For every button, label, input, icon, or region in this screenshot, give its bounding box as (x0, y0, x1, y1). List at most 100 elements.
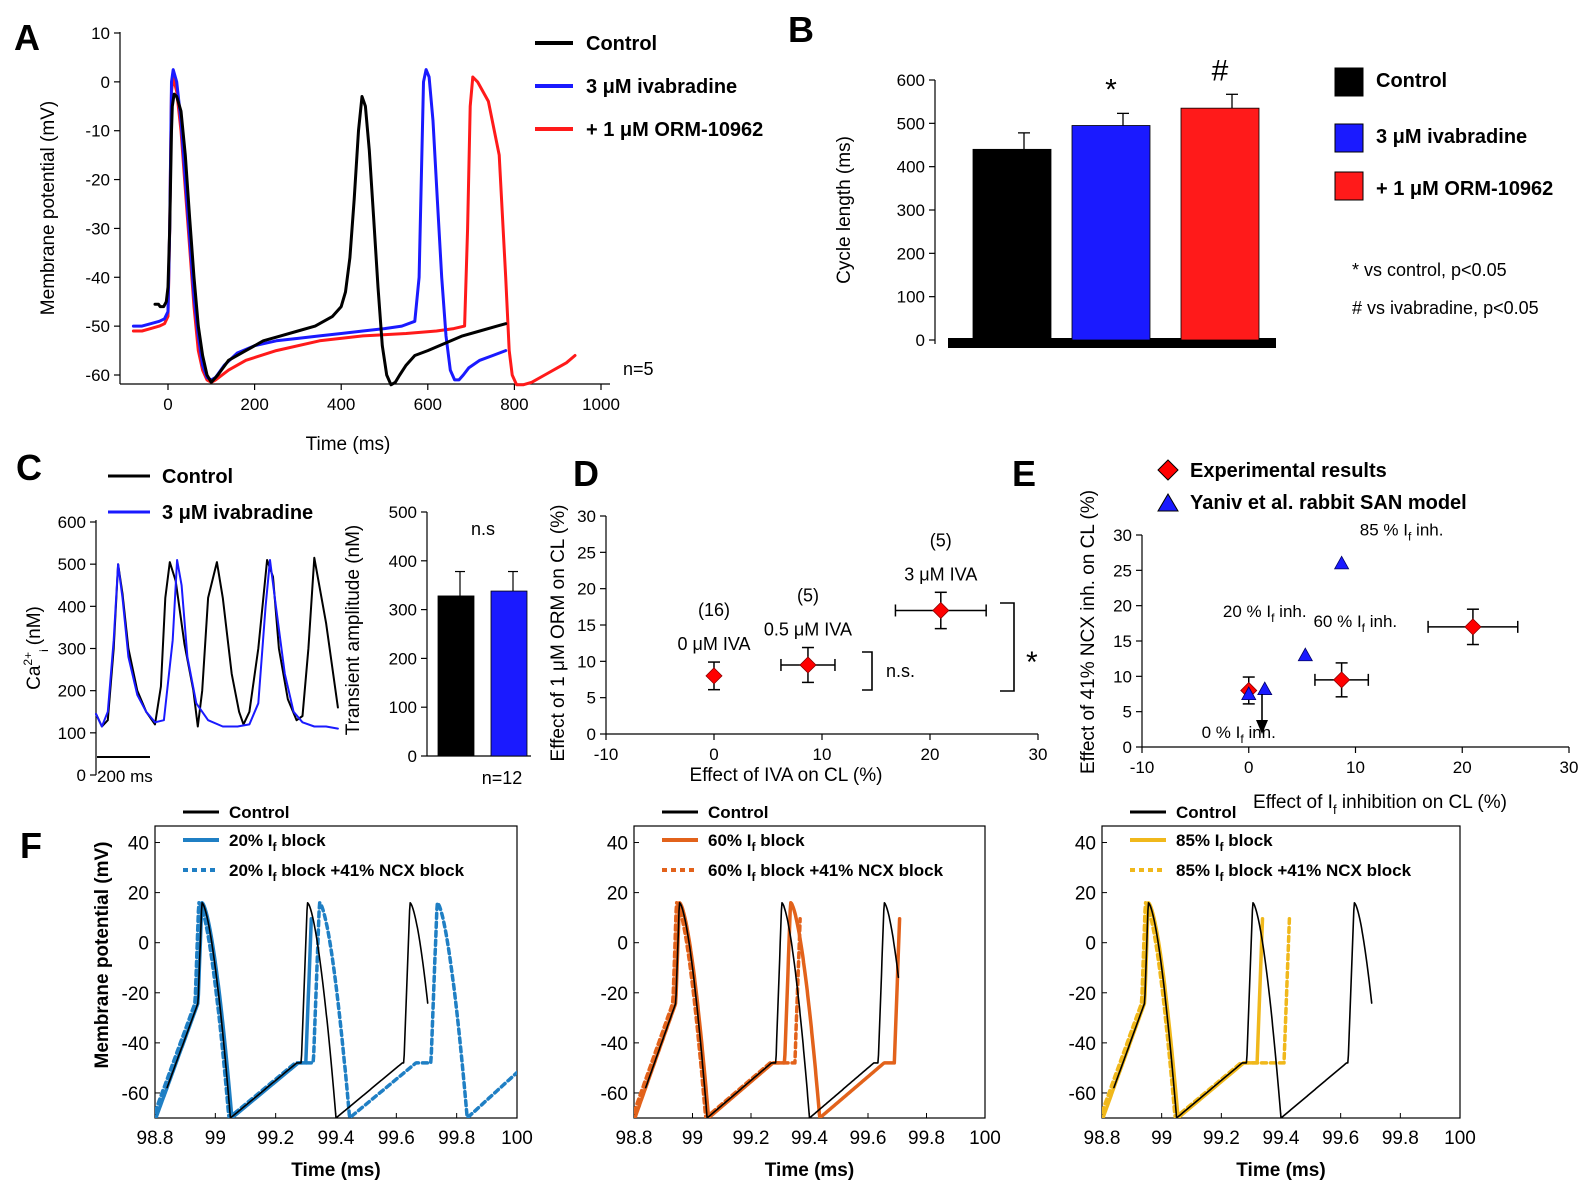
panel-f-x-tick-label: 99.4 (1263, 1128, 1300, 1149)
panel-e-y-tick-label: 5 (1123, 703, 1132, 722)
panel-label-a: A (14, 17, 40, 58)
panel-f-y-tick-label: -60 (601, 1084, 628, 1105)
panel-f-traces (1102, 901, 1373, 1118)
panel-a-y-tick-label: -20 (85, 171, 110, 190)
panel-f-legend-block-sub: f (1219, 840, 1224, 854)
panel-f-x-tick-label: 98.8 (1084, 1128, 1121, 1149)
panel-f-x-tick-label: 99 (205, 1128, 226, 1149)
panel-a-x-tick-label: 0 (163, 395, 172, 414)
panel-f-legend-ncx-sub: f (272, 870, 277, 884)
panel-f-ncx-trace (634, 901, 802, 1118)
panel-f-legend-block: 20% If block (229, 831, 326, 854)
panel-label-f: F (20, 825, 42, 866)
panel-a-x-label: Time (ms) (306, 434, 391, 455)
panel-f-legend-ncx: 85% If block +41% NCX block (1176, 861, 1412, 884)
panel-f-control-trace (644, 901, 900, 1118)
panel-d-point-0 (705, 667, 723, 685)
panel-e-model-label: 20 % If inh. (1223, 602, 1307, 625)
panel-f-x-label: Time (ms) (291, 1160, 380, 1181)
panel-c-trace-y-tick-label: 400 (58, 597, 86, 616)
panel-b-note-control: * vs control, p<0.05 (1352, 260, 1507, 280)
panel-c-bar-y-label: Transient amplitude (nM) (343, 525, 364, 735)
panel-f-x-label: Time (ms) (1236, 1160, 1325, 1181)
panel-d-y-tick-label: 25 (577, 543, 596, 562)
panel-b-y-tick-label: 200 (897, 244, 925, 263)
panel-e-xlabel-sub: f (1333, 802, 1337, 817)
panel-d-x-tick-label: 30 (1029, 745, 1048, 764)
panel-f-x-tick-label: 99.4 (791, 1128, 828, 1149)
panel-f-legend-block-main: 20% I (229, 831, 272, 850)
panel-f-x-tick-label: 98.8 (137, 1128, 174, 1149)
panel-a-y-tick-label: -30 (85, 219, 110, 238)
panel-e-model-label-rest: inh. (1365, 612, 1397, 631)
panel-c-trace-1 (95, 559, 339, 730)
panel-f-control-trace (166, 901, 429, 1118)
panel-a-y-tick-label: 0 (101, 73, 110, 92)
panel-a-series-0 (153, 92, 508, 387)
panel-d-y-tick-label: 20 (577, 580, 596, 599)
panel-c-bar (437, 595, 475, 757)
panel-d-ns-bracket (862, 651, 873, 691)
panel-b-legend-ivabradine: 3 μM ivabradine (1376, 126, 1527, 148)
panel-e-model-label-sub: f (1408, 529, 1412, 543)
panel-e-x-tick-label: 0 (1244, 758, 1253, 777)
panel-f-x-tick-label: 100 (501, 1128, 533, 1149)
panel-f-legend-block-rest: block (276, 831, 326, 850)
panel-b-bar (1071, 125, 1151, 341)
panel-f-legend-ncx-sub: f (1219, 870, 1224, 884)
panel-f-x-tick-label: 98.8 (616, 1128, 653, 1149)
panel-b-legend-orm: + 1 μM ORM-10962 (1376, 178, 1553, 200)
panel-f-y-tick-label: -60 (122, 1084, 149, 1105)
panel-d-sig-label: * (1026, 646, 1038, 679)
panel-a-legend-control: Control (586, 33, 657, 55)
panel-e-model-point (1257, 681, 1273, 696)
panel-c-bar-y-tick-label: 300 (389, 601, 417, 620)
panel-e-arrow-head (1256, 720, 1268, 734)
panel-f-y-tick-label: 20 (1075, 884, 1096, 905)
panel-e-model-label-rest: inh. (1411, 520, 1443, 539)
panel-e-experimental-point (1464, 618, 1482, 636)
panel-c-bar-y-tick-label: 400 (389, 552, 417, 571)
panel-a-x-tick-label: 400 (327, 395, 355, 414)
panel-c-trace-y-tick-label: 0 (77, 766, 86, 785)
panel-c-legend-ivabradine: 3 μM ivabradine (162, 502, 313, 524)
panel-b-y-label: Cycle length (ms) (834, 136, 855, 284)
panel-f-traces (634, 901, 902, 1118)
panel-b-significance-mark: # (1212, 54, 1229, 87)
panel-e-y-tick-label: 30 (1113, 526, 1132, 545)
panel-e-legend-triangle-swatch (1157, 493, 1179, 512)
panel-f-x-tick-label: 99 (682, 1128, 703, 1149)
panel-e-model-point (1297, 647, 1314, 662)
panel-e-x-tick-label: 30 (1560, 758, 1579, 777)
panel-e-model-label-sub: f (1271, 611, 1275, 625)
panel-f-legend-block: 85% If block (1176, 831, 1273, 854)
panel-f-y-tick-label: 40 (1075, 834, 1096, 855)
panel-f-legend-control: Control (1176, 803, 1236, 822)
panel-f-legend-control: Control (708, 803, 768, 822)
panel-e-y-tick-label: 15 (1113, 632, 1132, 651)
panel-e-y-tick-label: 25 (1113, 561, 1132, 580)
panel-e-y-tick-label: 20 (1113, 597, 1132, 616)
panel-d-x-tick-label: 0 (709, 745, 718, 764)
panel-a-legend-ivabradine: 3 μM ivabradine (586, 76, 737, 98)
panel-f-legend-control: Control (229, 803, 289, 822)
panel-d-ns-label: n.s. (886, 661, 915, 681)
panel-d-y-tick-label: 0 (587, 725, 596, 744)
panel-f-legend-ncx-sub: f (751, 870, 756, 884)
panel-f-x-label: Time (ms) (765, 1160, 854, 1181)
panel-f-y-tick-label: -20 (601, 984, 628, 1005)
panel-e-legend-model: Yaniv et al. rabbit SAN model (1190, 492, 1467, 514)
panel-a-y-label: Membrane potential (mV) (38, 101, 59, 315)
panel-f-legend-ncx-main: 60% I (708, 861, 751, 880)
panel-b-significance-mark: * (1105, 73, 1117, 106)
panel-f-y-tick-label: 40 (607, 834, 628, 855)
panel-c-bar-y-tick-label: 200 (389, 649, 417, 668)
panel-e-experimental-point (1333, 671, 1351, 689)
panel-c-n-label: n=12 (482, 768, 523, 788)
panel-b-legend-orm-swatch (1334, 171, 1364, 201)
panel-a-series-1 (131, 68, 508, 382)
panel-f-y-tick-label: 0 (617, 934, 628, 955)
panel-f-model-traces: Membrane potential (mV) 40 20 0 -20 -40 -60 98… (92, 803, 1476, 1181)
panel-b-y-tick-label: 0 (916, 331, 925, 350)
